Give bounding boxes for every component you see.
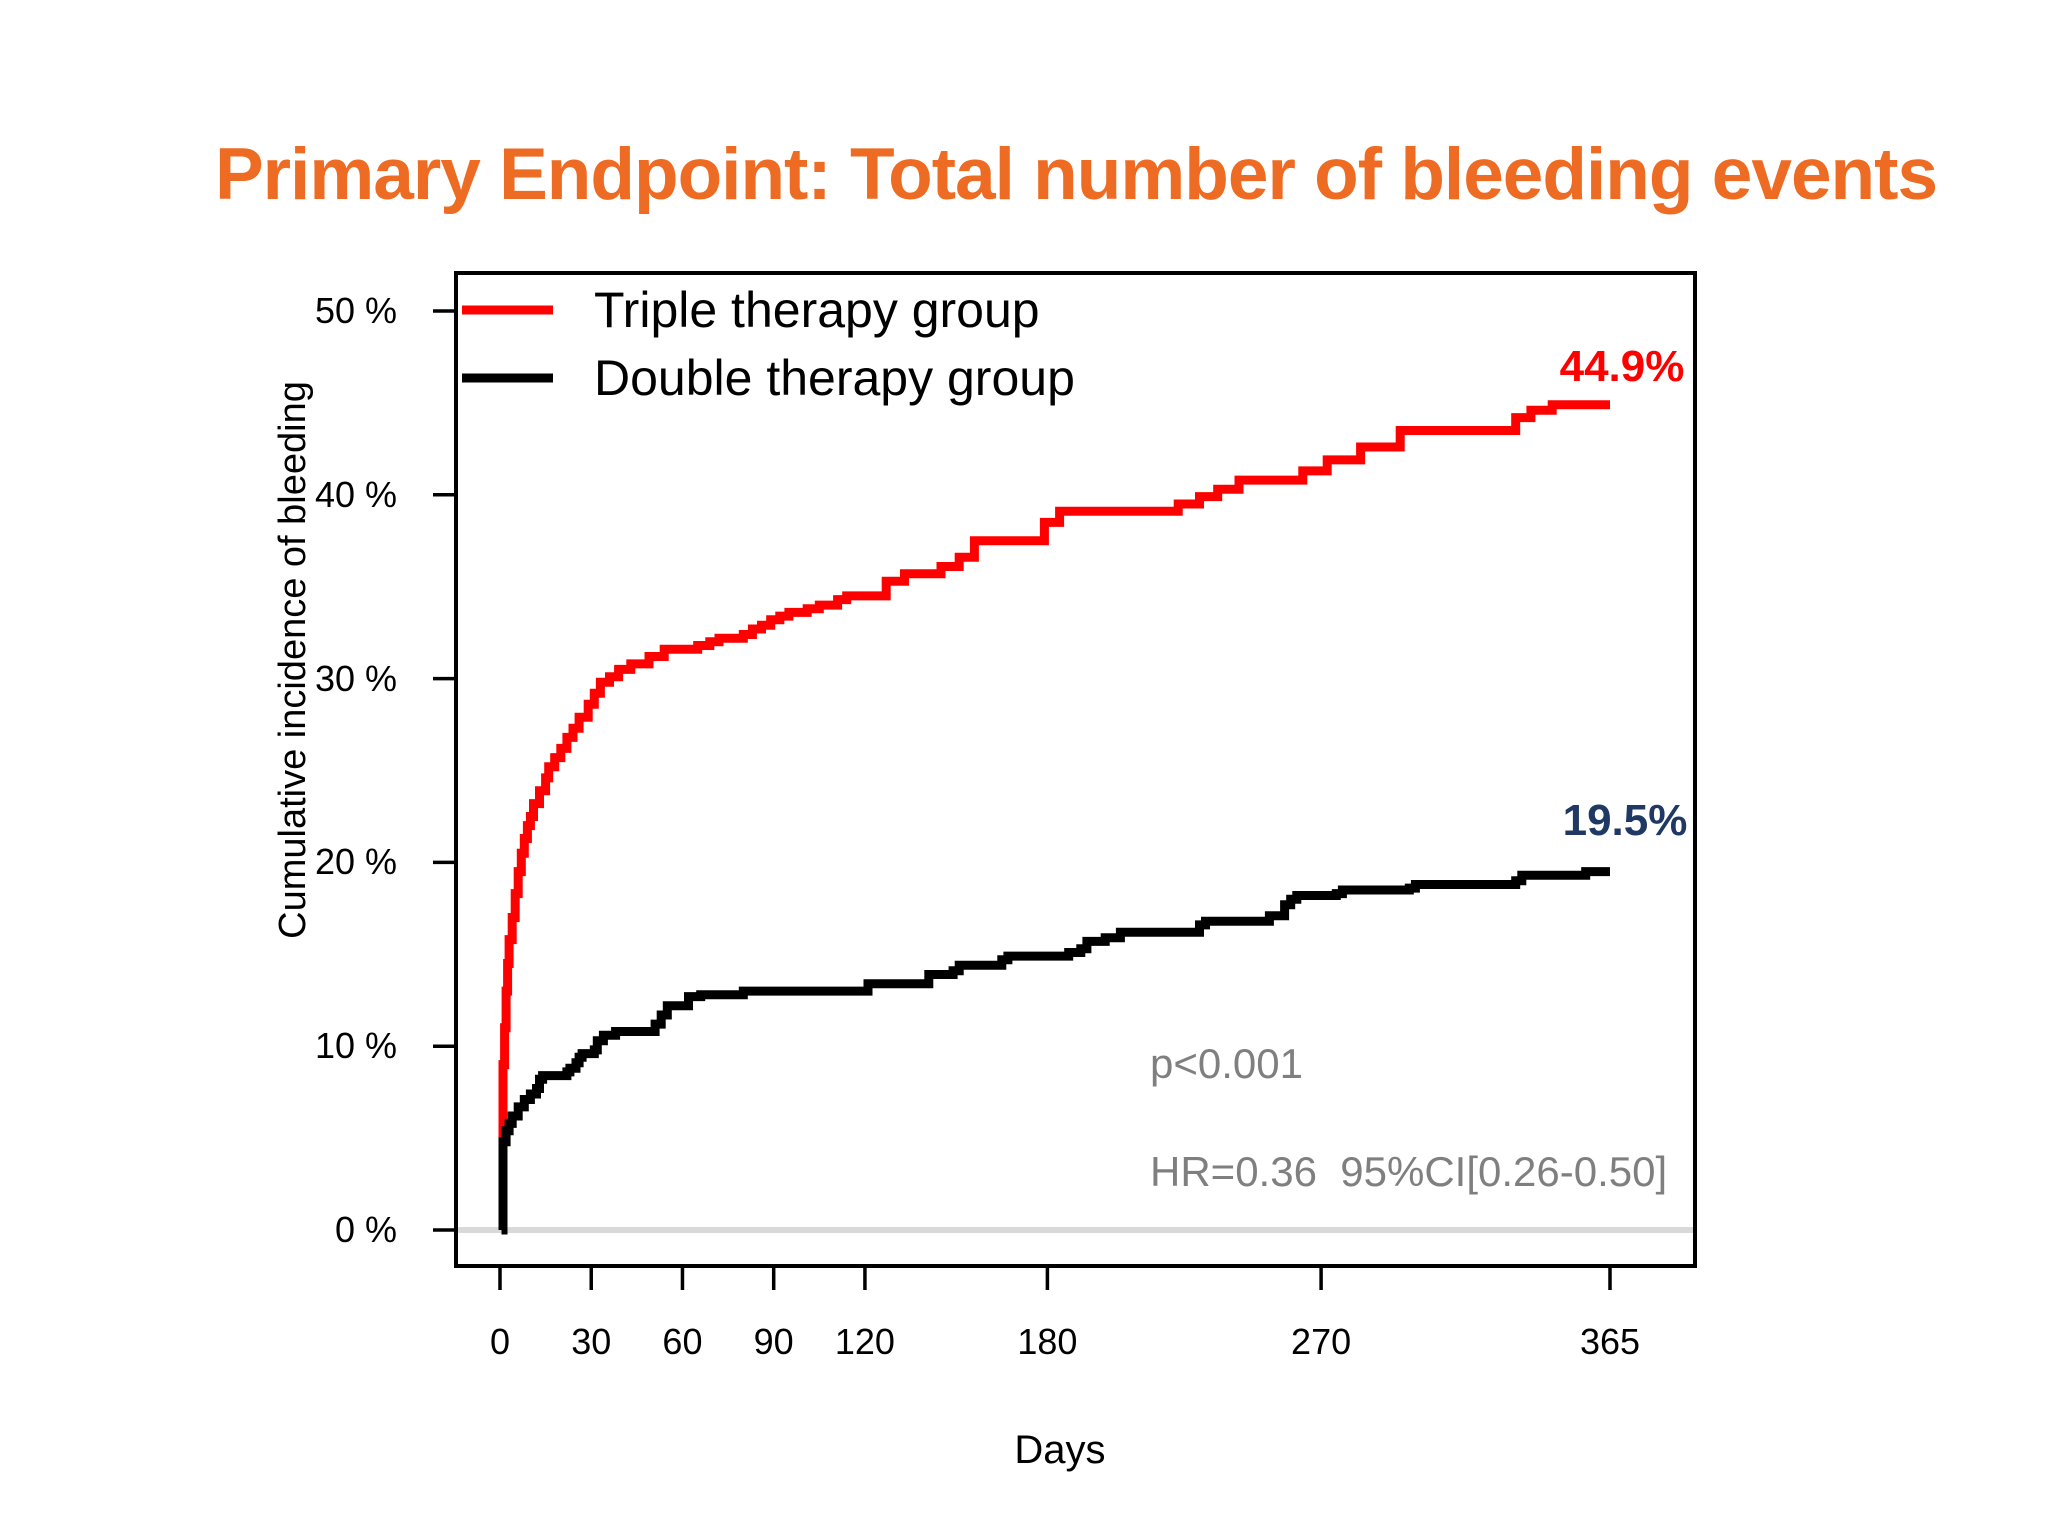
y-tick-label: 50 %	[314, 290, 397, 331]
chart-title: Primary Endpoint: Total number of bleedi…	[214, 134, 1938, 215]
x-tick-label: 30	[571, 1321, 612, 1362]
legend-label-triple-therapy: Triple therapy group	[594, 282, 1040, 338]
plot-border	[454, 271, 1697, 1268]
x-tick-label: 365	[1579, 1321, 1641, 1362]
series-curve-double-therapy	[498, 867, 1610, 1235]
series-curve-triple-therapy	[498, 400, 1610, 1235]
y-tick-label: 10 %	[314, 1025, 397, 1067]
end-value-label-double: 19.5%	[1562, 796, 1688, 845]
legend-label-double-therapy: Double therapy group	[594, 350, 1075, 406]
x-axis-title: Days	[1014, 1428, 1106, 1472]
x-tick-label: 270	[1291, 1321, 1352, 1362]
hazard-ratio-annotation: HR=0.36 95%CI[0.26-0.50]	[1150, 1148, 1668, 1195]
y-tick-label: 40 %	[314, 473, 397, 515]
x-tick-label: 180	[1017, 1321, 1078, 1362]
p-value-annotation: p<0.001	[1150, 1040, 1303, 1087]
end-value-label-triple: 44.9%	[1559, 342, 1685, 391]
y-tick-label: 20 %	[314, 841, 397, 883]
y-tick-label: 30 %	[314, 657, 397, 699]
x-tick-label: 0	[489, 1321, 511, 1362]
x-tick-label: 60	[662, 1321, 703, 1362]
y-tick-label: 0 %	[334, 1209, 397, 1250]
x-tick-label: 90	[753, 1321, 794, 1362]
x-tick-label: 120	[834, 1321, 895, 1362]
